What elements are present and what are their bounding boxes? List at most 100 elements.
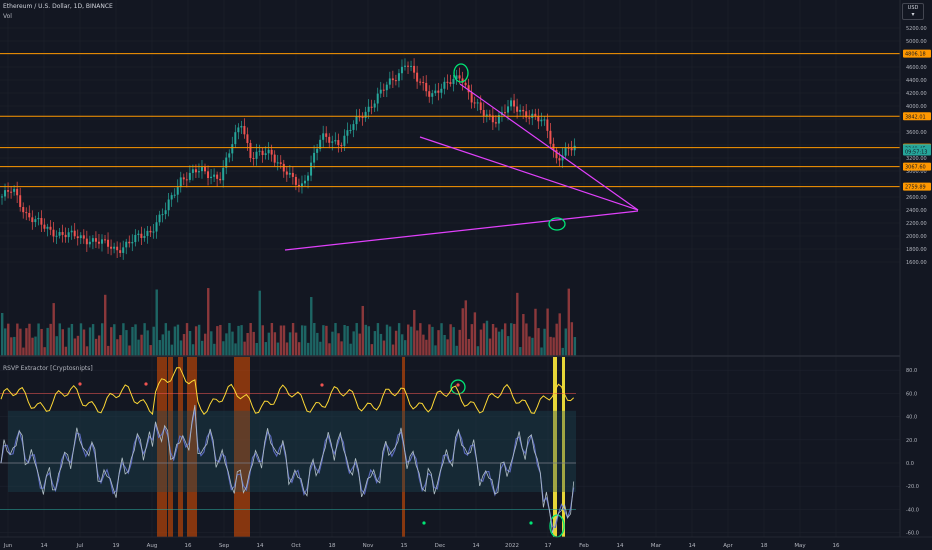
candle-body bbox=[55, 235, 58, 237]
candle-body bbox=[328, 136, 331, 143]
indicator-legend[interactable]: RSVP Extractor [Cryptosnipts] bbox=[3, 365, 93, 372]
time-tick-label: 15 bbox=[401, 543, 408, 549]
price-tag bbox=[903, 147, 931, 156]
osc-tick-label: 60.0 bbox=[906, 391, 917, 397]
candle-body bbox=[300, 183, 303, 187]
volume-bar bbox=[1, 313, 4, 356]
volume-bar bbox=[219, 324, 222, 356]
volume-bar bbox=[182, 334, 186, 356]
volume-bar bbox=[291, 323, 295, 356]
time-tick-label: Nov bbox=[363, 543, 374, 549]
candle-body bbox=[294, 176, 297, 185]
osc-band-orange bbox=[178, 357, 183, 537]
volume-bar bbox=[64, 346, 68, 356]
volume-bar bbox=[288, 332, 292, 356]
candle-body bbox=[28, 212, 31, 218]
chart-grid bbox=[0, 0, 900, 537]
candle-body bbox=[243, 125, 246, 135]
volume-bar bbox=[37, 323, 40, 356]
volume-bar bbox=[349, 343, 352, 356]
volume-bar bbox=[555, 323, 558, 356]
horizontal-levels[interactable] bbox=[0, 53, 900, 188]
candle-body bbox=[355, 116, 358, 125]
time-tick-label: 14 bbox=[689, 543, 696, 549]
time-tick-label: 16 bbox=[185, 543, 192, 549]
time-tick-label: Feb bbox=[579, 543, 589, 549]
candle-body bbox=[140, 233, 143, 238]
candle-body bbox=[119, 250, 122, 253]
candle-body bbox=[313, 152, 316, 163]
volume-bar bbox=[567, 288, 571, 356]
candle-body bbox=[228, 153, 231, 158]
volume-bar bbox=[261, 325, 264, 356]
volume-bar bbox=[407, 324, 410, 356]
volume-bar bbox=[573, 337, 577, 356]
volume-bar bbox=[313, 323, 316, 356]
candle-body bbox=[503, 112, 506, 114]
volume-bar bbox=[564, 328, 567, 356]
price-tag-label: 09:57:13 bbox=[905, 150, 927, 156]
volume-bar bbox=[173, 326, 177, 356]
osc-green-marker bbox=[422, 521, 426, 525]
candle-body bbox=[425, 82, 428, 92]
volume-bar bbox=[458, 329, 461, 356]
volume-bar bbox=[110, 327, 113, 356]
volume-bar bbox=[7, 323, 10, 356]
volume-bar bbox=[425, 339, 428, 356]
volume-bar bbox=[176, 324, 180, 356]
volume-bar bbox=[352, 331, 355, 356]
currency-selector[interactable]: USD ▾ bbox=[902, 3, 924, 20]
candle-body bbox=[100, 239, 103, 244]
time-tick-label: 14 bbox=[257, 543, 264, 549]
candle-body bbox=[67, 232, 70, 238]
volume-bar bbox=[40, 328, 43, 356]
time-tick-label: Oct bbox=[291, 543, 301, 549]
price-candles[interactable] bbox=[1, 58, 576, 260]
bottom-circle bbox=[548, 217, 566, 231]
price-tag bbox=[903, 182, 931, 191]
volume-bar bbox=[152, 326, 155, 356]
price-tag bbox=[903, 49, 931, 58]
symbol-title[interactable]: Ethereum / U.S. Dollar, 1D, BINANCE bbox=[3, 3, 113, 10]
volume-bar bbox=[482, 323, 486, 356]
candle-body bbox=[282, 163, 285, 172]
candle-body bbox=[261, 150, 264, 156]
wedge-trendlines[interactable] bbox=[284, 83, 639, 251]
volume-bar bbox=[452, 327, 455, 356]
volume-bar bbox=[531, 337, 534, 356]
candle-body bbox=[291, 172, 294, 177]
osc-tick-label: 80.0 bbox=[906, 368, 917, 374]
time-axis[interactable]: Jun 14 Jul 19 Aug 16 Sep 14 Oct 18 Nov 15 Dec 14 2022 1… bbox=[0, 536, 932, 549]
volume-bar bbox=[322, 325, 325, 356]
candle-body bbox=[143, 235, 146, 238]
osc-band-orange bbox=[234, 357, 250, 537]
candle-body bbox=[128, 241, 131, 244]
oscillator-pane bbox=[0, 367, 576, 534]
volume-bar bbox=[52, 303, 55, 356]
candle-body bbox=[182, 177, 185, 180]
volume-bar bbox=[22, 347, 25, 356]
volume-bar bbox=[361, 305, 364, 356]
oscillator-axis[interactable]: 80.0 60.0 40.0 20.0 0.0 -20.0 -40.0 -60.0 bbox=[906, 368, 919, 536]
volume-legend[interactable]: Vol bbox=[3, 13, 12, 20]
volume-bar bbox=[28, 323, 31, 356]
volume-bar bbox=[252, 331, 255, 356]
volume-bar bbox=[443, 334, 446, 356]
price-axis[interactable]: 5200.00 5000.00 4600.00 4400.00 4200.00 4000.… bbox=[899, 0, 932, 537]
time-tick-label: 18 bbox=[329, 543, 336, 549]
price-tick-label: 4400.00 bbox=[906, 78, 927, 84]
volume-bar bbox=[97, 335, 101, 356]
volume-bar bbox=[440, 323, 443, 356]
indicator-label: RSVP Extractor [Cryptosnipts] bbox=[3, 365, 93, 372]
volume-bar bbox=[188, 330, 192, 356]
volume-bar bbox=[534, 308, 537, 356]
volume-bar bbox=[437, 330, 440, 356]
candle-body bbox=[13, 188, 16, 192]
volume-bar bbox=[237, 325, 240, 356]
candle-body bbox=[407, 65, 410, 67]
volume-bar bbox=[134, 324, 137, 356]
price-tag bbox=[903, 162, 931, 171]
volume-bar bbox=[76, 335, 80, 356]
candle-body bbox=[116, 246, 119, 251]
